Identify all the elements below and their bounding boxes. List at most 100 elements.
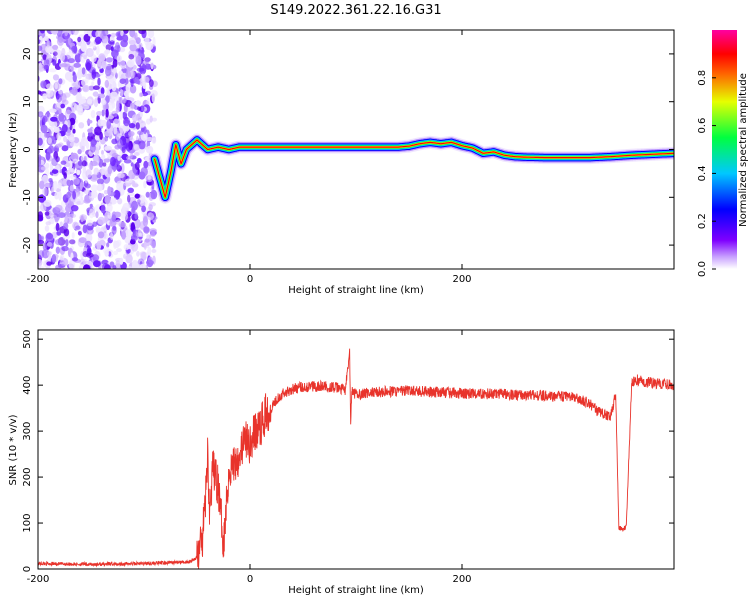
colorbar-label: Normalized spectral amplitude bbox=[738, 73, 749, 227]
noise-speckle bbox=[150, 189, 158, 200]
noise-speckle bbox=[145, 42, 154, 51]
noise-speckle bbox=[145, 233, 150, 240]
spectral-ridge-band-6 bbox=[154, 139, 674, 198]
noise-speckle bbox=[42, 93, 47, 100]
noise-speckle bbox=[90, 54, 97, 63]
noise-speckle bbox=[123, 90, 129, 97]
noise-speckle bbox=[133, 140, 141, 145]
x-tick-label: -200 bbox=[27, 274, 50, 285]
noise-speckle bbox=[47, 251, 52, 257]
noise-speckle bbox=[67, 75, 75, 83]
noise-speckle bbox=[111, 214, 117, 223]
noise-speckle bbox=[119, 78, 127, 84]
colorbar-tick-label: 0.6 bbox=[697, 118, 708, 134]
noise-speckle bbox=[77, 36, 82, 43]
noise-speckle bbox=[52, 51, 58, 56]
noise-speckle bbox=[83, 198, 91, 204]
noise-speckle bbox=[63, 136, 68, 143]
noise-speckle bbox=[105, 88, 111, 98]
noise-speckle bbox=[130, 235, 138, 241]
noise-speckle bbox=[112, 67, 117, 75]
x-tick-label: 200 bbox=[452, 574, 471, 585]
noise-speckle bbox=[60, 160, 67, 165]
noise-speckle bbox=[139, 105, 145, 113]
noise-speckle bbox=[85, 141, 90, 149]
noise-speckle bbox=[87, 131, 93, 137]
noise-speckle bbox=[47, 137, 52, 145]
noise-speckle bbox=[104, 49, 110, 55]
noise-speckle bbox=[104, 79, 110, 88]
noise-speckle bbox=[38, 154, 42, 162]
noise-speckle bbox=[61, 124, 68, 133]
noise-speckle bbox=[75, 188, 80, 193]
y-tick-label: 10 bbox=[22, 95, 33, 108]
noise-speckle bbox=[142, 216, 149, 227]
noise-speckle bbox=[121, 146, 126, 154]
y-tick-label: 20 bbox=[22, 48, 33, 61]
noise-speckle bbox=[80, 215, 84, 223]
y-tick-label: 100 bbox=[22, 513, 33, 532]
noise-speckle bbox=[62, 222, 69, 230]
noise-speckle bbox=[115, 219, 122, 225]
colorbar-gradient bbox=[712, 30, 737, 269]
snr-x-ticks: -200 0 200 bbox=[27, 330, 472, 585]
noise-speckle bbox=[46, 147, 52, 155]
noise-speckle bbox=[140, 92, 144, 97]
noise-speckle bbox=[139, 42, 143, 51]
noise-speckle bbox=[132, 183, 139, 188]
noise-speckle bbox=[93, 260, 101, 268]
noise-speckle bbox=[90, 110, 96, 119]
noise-speckle bbox=[69, 184, 74, 192]
noise-speckle bbox=[105, 108, 109, 118]
noise-speckle bbox=[136, 157, 142, 164]
noise-speckle bbox=[56, 231, 62, 236]
noise-speckle bbox=[144, 238, 150, 243]
noise-speckle bbox=[105, 44, 112, 51]
noise-speckle bbox=[115, 42, 120, 50]
noise-speckle bbox=[88, 191, 96, 199]
noise-speckle bbox=[41, 248, 50, 259]
noise-speckle bbox=[67, 119, 71, 128]
noise-speckle bbox=[86, 119, 93, 124]
noise-speckle bbox=[109, 197, 117, 203]
noise-speckle bbox=[111, 138, 118, 145]
noise-speckle bbox=[51, 254, 57, 263]
noise-speckle bbox=[123, 159, 132, 164]
noise-speckle bbox=[134, 162, 140, 170]
noise-speckle bbox=[106, 203, 113, 212]
noise-speckle bbox=[151, 93, 155, 103]
noise-speckle bbox=[44, 225, 50, 232]
noise-speckle bbox=[107, 165, 113, 175]
noise-speckle bbox=[67, 168, 76, 173]
noise-speckle bbox=[113, 126, 118, 135]
snr-y-ticks: 0 100 200 300 400 500 bbox=[22, 330, 674, 572]
noise-speckle bbox=[54, 218, 59, 223]
noise-speckle bbox=[128, 131, 133, 141]
noise-speckle bbox=[45, 162, 50, 169]
noise-speckle bbox=[134, 76, 140, 84]
noise-speckle bbox=[126, 59, 135, 68]
spectrogram-y-axis-label: Frequency (Hz) bbox=[8, 112, 19, 188]
noise-speckle bbox=[104, 249, 109, 257]
noise-speckle bbox=[46, 261, 52, 266]
noise-speckle bbox=[139, 112, 143, 117]
noise-speckle bbox=[115, 106, 120, 113]
noise-speckle bbox=[150, 61, 154, 70]
noise-speckle bbox=[94, 126, 102, 136]
noise-speckle bbox=[129, 43, 137, 52]
noise-speckle bbox=[66, 170, 71, 181]
noise-speckle bbox=[151, 249, 157, 253]
noise-speckle bbox=[81, 160, 87, 167]
noise-speckle bbox=[127, 187, 134, 193]
noise-speckle bbox=[129, 84, 137, 94]
noise-speckle bbox=[68, 136, 75, 143]
noise-speckle bbox=[97, 216, 106, 225]
noise-speckle bbox=[109, 261, 115, 268]
noise-speckle bbox=[63, 228, 70, 237]
noise-speckle bbox=[134, 101, 142, 106]
noise-speckle bbox=[45, 89, 54, 98]
noise-speckle bbox=[64, 30, 69, 37]
noise-speckle bbox=[131, 114, 139, 122]
noise-speckle bbox=[125, 178, 133, 184]
noise-speckle bbox=[110, 91, 118, 100]
